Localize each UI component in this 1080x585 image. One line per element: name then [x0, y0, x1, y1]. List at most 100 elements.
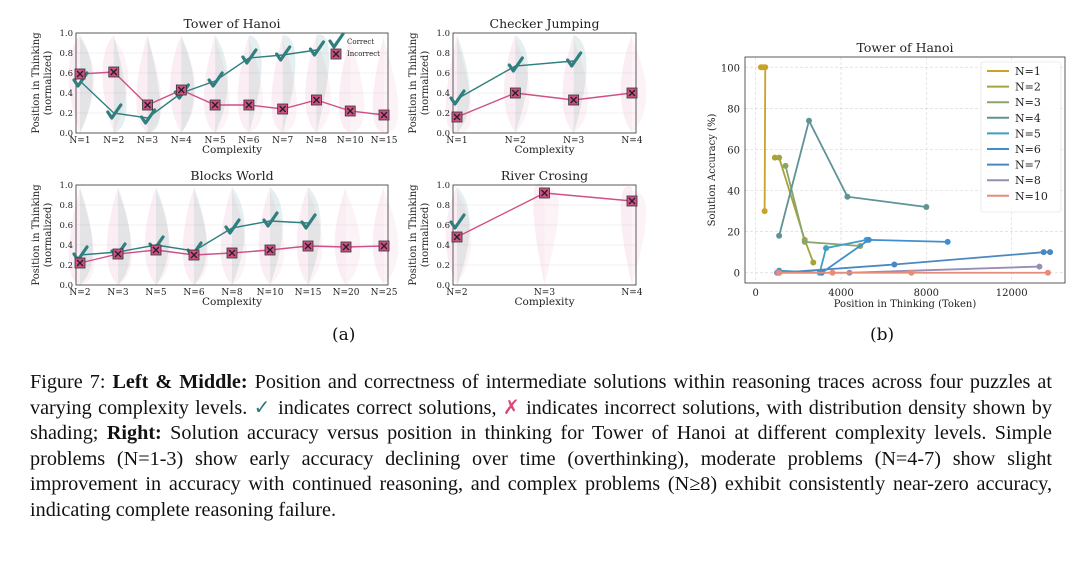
density-incorrect [258, 187, 270, 285]
density-incorrect [271, 35, 283, 133]
incorrect-marker-x [628, 197, 636, 205]
cross-icon: ✗ [502, 396, 520, 419]
legend-label: N=3 [1015, 96, 1041, 109]
data-point [776, 269, 783, 276]
legend-box [980, 61, 1062, 213]
figure-svg: 0.0 0.2 0.4 0.6 0.8 1.0 N=1 N=2 N=3 N=4 N=5 N=6 N=7 N… [31, 16, 1066, 310]
axes-frame [744, 56, 1066, 284]
density-incorrect [632, 191, 647, 285]
correct-marker [449, 89, 466, 106]
incorrect-marker-x [304, 242, 312, 250]
legend-label-correct: Correct [347, 38, 374, 46]
y-tick-label: 0.2 [59, 261, 73, 271]
density-correct [118, 187, 131, 285]
data-point [923, 203, 930, 210]
density-incorrect [632, 39, 647, 133]
incorrect-marker-x [342, 243, 350, 251]
caption-text-2: indicates correct solutions, [271, 396, 503, 419]
incorrect-marker-x [190, 251, 198, 259]
x-tick-label: N=5 [205, 136, 226, 146]
x-tick-label: 4000 [828, 288, 853, 299]
x-axis-label: Complexity [202, 296, 262, 308]
caption-text-3: indicates incorrect solutions, with dist… [30, 396, 1052, 445]
caption-figure-number: Figure 7: [30, 371, 106, 393]
small-panel-4: 0.0 0.2 0.4 0.6 0.8 1.0 N=2 N=3 N=4 River Crosing… [408, 168, 647, 308]
panel-a-label: (a) [332, 325, 356, 345]
x-tick-label: N=2 [103, 136, 124, 146]
y-axis-label-unit: (normalized) [420, 203, 431, 268]
x-tick-label: N=3 [137, 136, 158, 146]
data-point [829, 269, 836, 276]
chart-title: River Crosing [501, 168, 588, 183]
incorrect-marker-x [332, 50, 340, 58]
density-correct [194, 187, 207, 285]
x-tick-label: N=1 [69, 136, 90, 146]
x-tick-label: N=20 [333, 288, 360, 298]
x-tick-label: 8000 [914, 288, 939, 299]
accuracy-chart: 0 20 40 60 80 100 0 4000 8000 12000 Tower of Hanoi… [707, 40, 1066, 310]
x-axis-label: Position in Thinking (Token) [834, 299, 977, 310]
correct-marker [566, 51, 583, 68]
y-axis-label: Solution Accuracy (%) [707, 114, 718, 227]
legend-label: N=7 [1015, 159, 1041, 172]
legend-label: N=5 [1015, 127, 1041, 140]
data-point [1044, 269, 1051, 276]
data-point [1047, 249, 1054, 256]
density-incorrect [372, 35, 384, 133]
data-point [823, 245, 830, 252]
series-line [784, 165, 861, 247]
small-panel-1: 0.0 0.2 0.4 0.6 0.8 1.0 N=1 N=2 N=3 N=4 N=5 N=6 N=7 N… [31, 16, 399, 156]
legend-label: N=6 [1015, 143, 1041, 156]
incorrect-marker-x [453, 233, 461, 241]
y-tick-label: 60 [727, 145, 740, 156]
density-correct [457, 35, 470, 133]
incorrect-marker-x [110, 68, 118, 76]
y-tick-label: 0.4 [436, 241, 450, 251]
data-point [776, 232, 783, 239]
x-tick-label: N=3 [107, 288, 128, 298]
density-incorrect [220, 187, 232, 285]
incorrect-marker-x [279, 105, 287, 113]
density-incorrect [445, 187, 457, 285]
chart-title: Blocks World [190, 168, 273, 183]
density-incorrect [270, 191, 285, 285]
density-incorrect [102, 35, 114, 133]
density-correct [232, 187, 245, 285]
incorrect-marker-x [266, 246, 274, 254]
data-point [891, 261, 898, 268]
x-tick-label: N=2 [69, 288, 90, 298]
y-axis-label: Position in Thinking [31, 32, 42, 134]
series-line [761, 66, 767, 212]
y-axis-label: Position in Thinking [31, 184, 42, 286]
incorrect-marker-x [511, 89, 519, 97]
data-point [844, 193, 851, 200]
y-tick-label: 0.2 [59, 109, 73, 119]
density-correct [515, 35, 529, 133]
density-incorrect [296, 187, 308, 285]
correct-marker [308, 40, 326, 57]
x-tick-label: N=5 [145, 288, 166, 298]
y-tick-label: 0.8 [436, 201, 450, 211]
density-correct [316, 34, 330, 133]
y-axis-label-unit: (normalized) [43, 203, 54, 268]
data-point [810, 259, 817, 266]
y-tick-label: 0 [734, 269, 740, 280]
correct-marker [507, 56, 524, 73]
small-panel-3: 0.0 0.2 0.4 0.6 0.8 1.0 N=2 N=3 N=5 N=6 N=8 N=10 N=1… [31, 168, 399, 308]
y-tick-label: 0.8 [59, 49, 73, 59]
incorrect-marker-x [76, 259, 84, 267]
data-point [1036, 263, 1043, 270]
y-tick-label: 20 [727, 228, 740, 239]
y-axis-label-unit: (normalized) [43, 51, 54, 116]
caption-bold-left-middle: Left & Middle: [112, 371, 248, 393]
series-line [778, 118, 927, 236]
x-tick-label: N=6 [238, 136, 259, 146]
x-tick-label: N=10 [257, 288, 284, 298]
incorrect-marker-x [453, 113, 461, 121]
x-tick-label: 0 [752, 288, 758, 299]
incorrect-marker-x [76, 70, 84, 78]
density-incorrect [80, 39, 95, 133]
incorrect-marker-x [312, 96, 320, 104]
correct-marker [139, 108, 157, 125]
x-tick-label: N=4 [171, 136, 192, 146]
